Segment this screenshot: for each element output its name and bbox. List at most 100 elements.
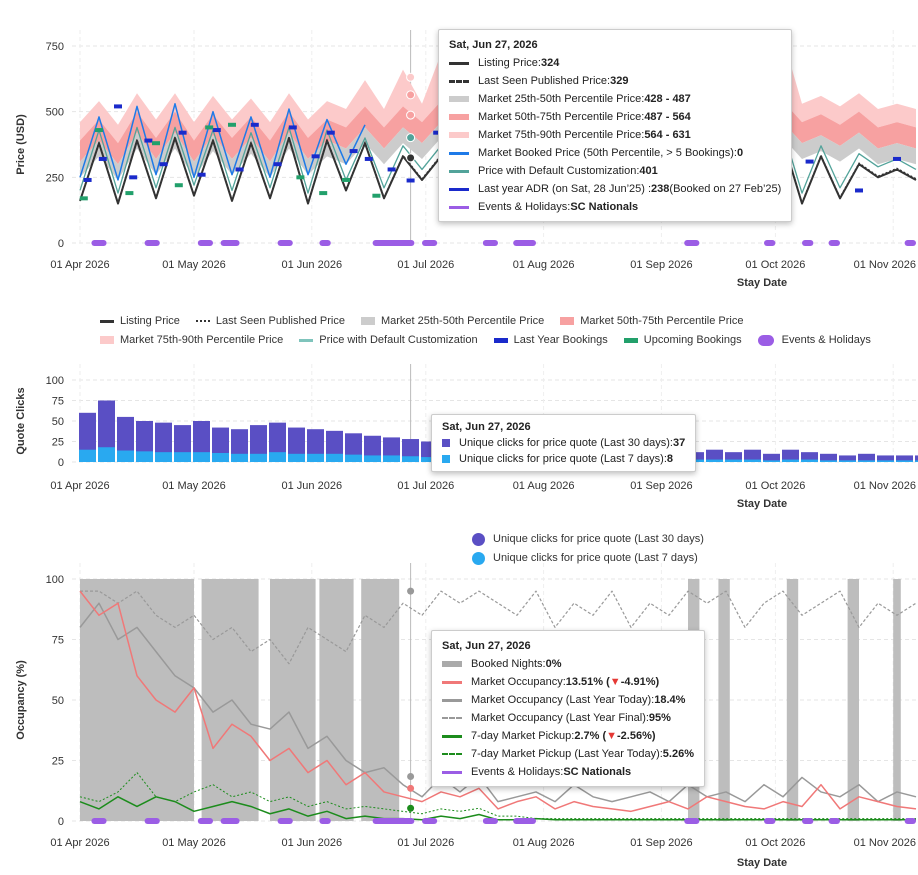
bar-clicks-7 [250, 453, 267, 462]
tooltip-delta: -4.91%) [620, 676, 660, 688]
x-tick-label: 01 May 2026 [162, 837, 226, 849]
legend-last-year-bookings[interactable]: Last Year Bookings [493, 333, 608, 347]
legend-label: Upcoming Bookings [643, 334, 742, 346]
tooltip-label: Price with Default Customization: [478, 165, 640, 177]
tooltip-value: 401 [639, 165, 658, 177]
event-mark [513, 240, 536, 246]
bar-clicks-7 [896, 460, 913, 462]
bar-clicks-7 [136, 451, 153, 462]
legend-p75-90[interactable]: Market 75th-90th Percentile Price [100, 333, 283, 347]
legend-label: Events & Holidays [781, 334, 871, 346]
tooltip-row: Market Occupancy (Last Year Today): 18.4… [442, 691, 694, 709]
booked-nights-area [361, 579, 400, 821]
tooltip-row: Price with Default Customization: 401 [449, 162, 781, 180]
tooltip-row: Last year ADR (on Sat, 28 Jun’25) : 238 … [449, 180, 781, 198]
x-axis-title: Stay Date [737, 277, 787, 289]
y-tick-label: 25 [52, 437, 64, 449]
event-mark [372, 818, 415, 824]
legend-default-customization[interactable]: Price with Default Customization [299, 333, 478, 347]
legend-label: Last Year Bookings [513, 334, 608, 346]
booked-nights-area [718, 579, 730, 821]
booked-nights-area [270, 579, 316, 821]
y-tick-label: 50 [52, 695, 64, 707]
line-pickup [79, 796, 916, 821]
bar-clicks-7 [98, 447, 115, 462]
tooltip-label: Market 50th-75th Percentile Price: [478, 111, 645, 123]
bar-clicks-30 [706, 449, 723, 462]
price-legend: Listing Price Last Seen Published Price … [100, 314, 910, 347]
bar-clicks-7 [421, 457, 438, 462]
event-mark [422, 818, 438, 824]
last-year-booking-mark [349, 149, 358, 154]
hover-point [406, 133, 416, 143]
y-tick-label: 0 [58, 238, 64, 250]
legend-clicks-7[interactable]: Unique clicks for price quote (Last 7 da… [472, 551, 698, 565]
hover-point [407, 772, 415, 780]
bar-clicks-30 [763, 453, 780, 462]
bar-clicks-7 [117, 450, 134, 462]
bar-clicks-7 [706, 459, 723, 462]
event-mark [802, 818, 814, 824]
legend-listing-price[interactable]: Listing Price [100, 314, 180, 328]
tooltip-row: Market Occupancy (Last Year Final): 95% [442, 709, 694, 727]
y-axis-title: Price (USD) [15, 114, 27, 175]
bar-clicks-7 [877, 460, 894, 462]
bar-clicks-7 [839, 460, 856, 462]
tooltip-label: Market Occupancy (Last Year Final): [471, 712, 649, 724]
dot-swatch-icon [472, 551, 485, 565]
last-year-booking-mark [83, 177, 92, 182]
event-mark [684, 818, 700, 824]
legend-p50-75[interactable]: Market 50th-75th Percentile Price [560, 314, 743, 328]
bar-clicks-7 [782, 459, 799, 462]
bar-clicks-30 [250, 425, 267, 462]
bar-clicks-7 [307, 453, 324, 462]
x-axis-title: Stay Date [737, 857, 787, 869]
x-axis-title: Stay Date [737, 498, 787, 510]
upcoming-booking-mark [342, 177, 350, 182]
last-year-booking-mark [406, 178, 415, 183]
bar-clicks-7 [174, 452, 191, 462]
bar-clicks-7 [364, 455, 381, 462]
tooltip-value: 0 [736, 147, 744, 159]
tooltip-row: Market 50th-75th Percentile Price: 487 -… [449, 108, 781, 126]
x-tick-label: 01 May 2026 [162, 480, 226, 492]
event-mark [372, 240, 415, 246]
line-swatch-icon [100, 319, 114, 323]
upcoming-booking-mark [79, 196, 88, 201]
upcoming-booking-mark [152, 141, 160, 146]
series-swatch-icon [449, 79, 469, 83]
tooltip-row: Unique clicks for price quote (Last 30 d… [442, 435, 685, 451]
tooltip-value: 18.4% [654, 694, 686, 706]
last-year-booking-mark [250, 122, 259, 127]
event-mark [482, 818, 498, 824]
bar-clicks-30 [801, 452, 818, 462]
x-tick-label: 01 Aug 2026 [513, 837, 575, 849]
tooltip-extra: (Booked on 27 Feb’25) [669, 183, 782, 195]
legend-last-seen-price[interactable]: Last Seen Published Price [195, 314, 345, 328]
series-swatch-icon [442, 680, 462, 684]
tooltip-row: Booked Nights: 0% [442, 655, 694, 673]
legend-upcoming-bookings[interactable]: Upcoming Bookings [623, 333, 742, 347]
series-swatch-icon [442, 661, 462, 667]
event-mark [802, 240, 814, 246]
event-mark [684, 240, 700, 246]
tooltip-label: Events & Holidays: [478, 201, 571, 213]
series-swatch-icon [449, 114, 469, 120]
booked-nights-area [201, 579, 259, 821]
x-tick-label: 01 Jul 2026 [397, 837, 454, 849]
x-tick-label: 01 Jul 2026 [397, 480, 454, 492]
booked-nights-area [893, 579, 901, 821]
bar-clicks-7 [231, 453, 248, 462]
legend-label: Unique clicks for price quote (Last 30 d… [493, 533, 704, 545]
last-year-booking-mark [326, 130, 335, 135]
legend-clicks-30[interactable]: Unique clicks for price quote (Last 30 d… [472, 532, 704, 546]
tooltip-label: Listing Price: [478, 57, 541, 69]
legend-p25-50[interactable]: Market 25th-50th Percentile Price [360, 314, 544, 328]
tooltip-row: Listing Price: 324 [449, 54, 781, 72]
tooltip-row: 7-day Market Pickup (Last Year Today): 5… [442, 745, 694, 763]
last-year-booking-mark [197, 172, 206, 177]
tooltip-value: 8 [666, 453, 673, 465]
last-year-booking-mark [212, 128, 221, 133]
legend-events[interactable]: Events & Holidays [757, 333, 871, 347]
x-tick-label: 01 Nov 2026 [854, 480, 916, 492]
